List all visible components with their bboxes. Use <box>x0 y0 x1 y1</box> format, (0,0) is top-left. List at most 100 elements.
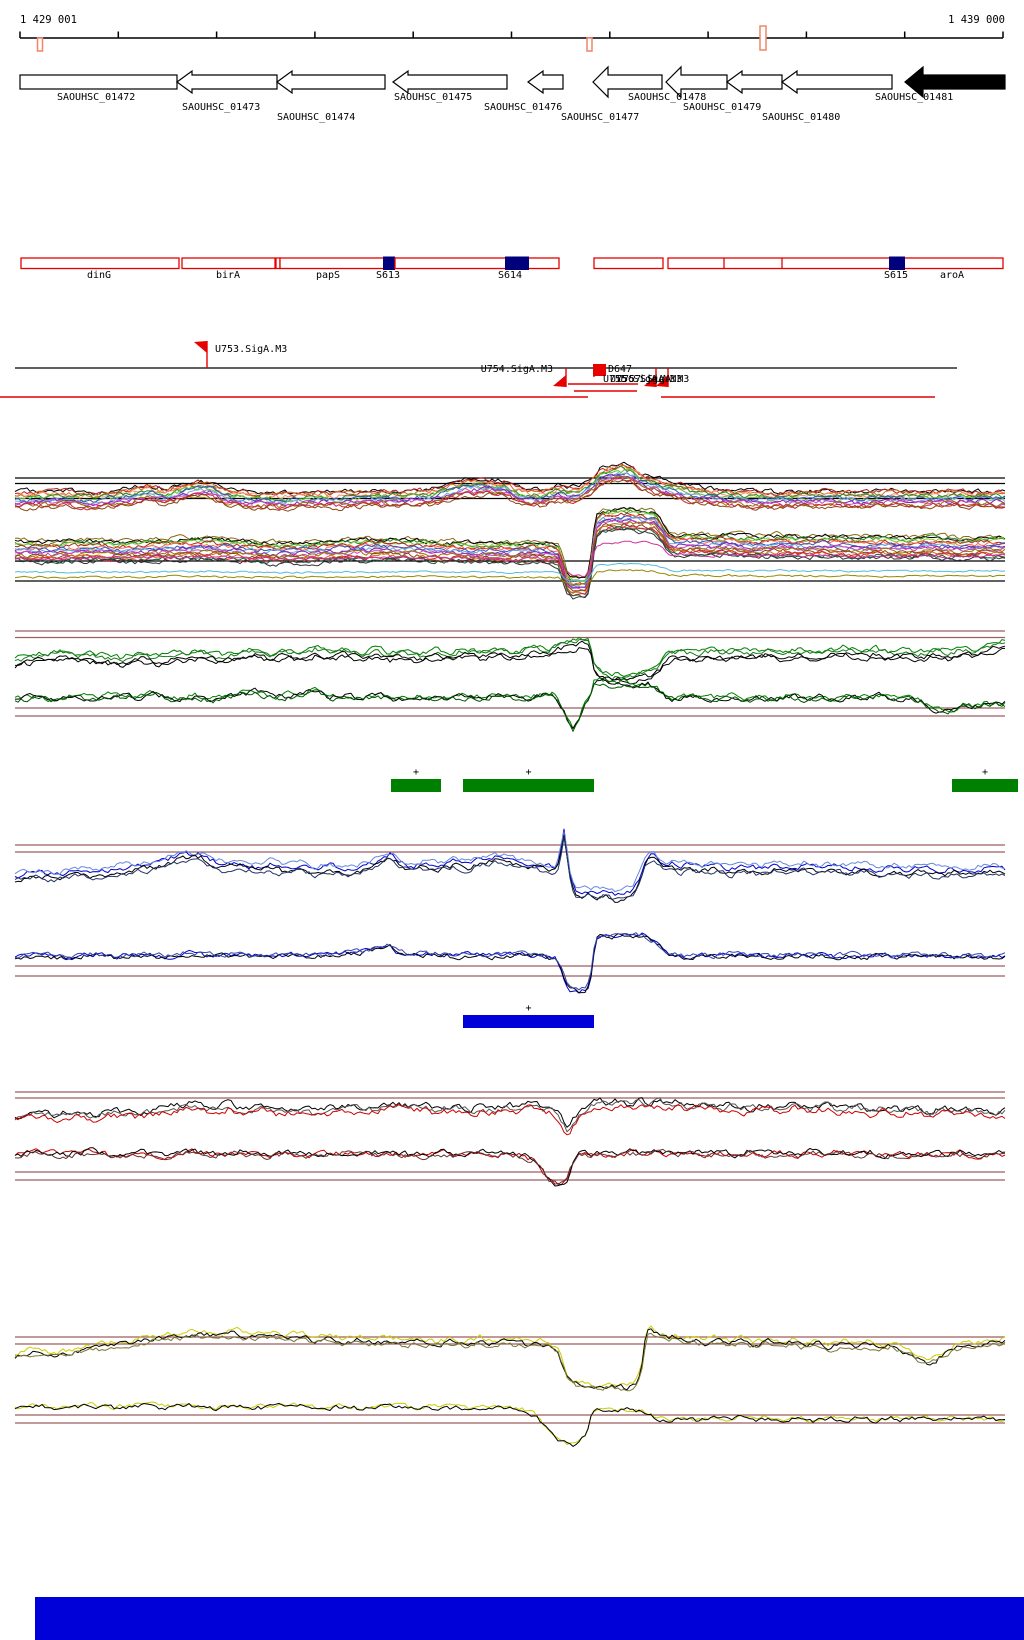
flag-U757-label: U757.SigA.M3 <box>617 374 689 385</box>
annotation-papS-box[interactable] <box>279 257 396 270</box>
signal-line <box>14 932 1006 991</box>
signal-track-blue-coverage <box>14 828 1006 994</box>
gene-arrow-SAOUHSC_01473[interactable] <box>175 69 278 95</box>
signal-line <box>14 515 1006 587</box>
signal-line <box>14 569 1005 586</box>
signal-line <box>14 933 1006 994</box>
signal-line <box>14 506 1006 579</box>
ruler-end-coordinate: 1 439 000 <box>948 14 1005 26</box>
signal-track-red-coverage <box>14 1091 1006 1187</box>
ruler-start-coordinate: 1 429 001 <box>20 14 77 26</box>
plus-mark: + <box>413 767 419 778</box>
signal-line <box>15 528 1006 600</box>
flag-U755-label: U755.SigA.M3 <box>603 374 675 385</box>
flag-U754-label: U754.SigA.M3 <box>481 364 553 375</box>
gene-arrow-SAOUHSC_01479[interactable] <box>725 69 783 95</box>
signal-line <box>14 683 1006 732</box>
green-site-bar-1[interactable] <box>391 779 441 792</box>
signal-line <box>14 1104 1006 1136</box>
green-site-bar-3[interactable] <box>952 779 1018 792</box>
gene-arrow-SAOUHSC_01476[interactable] <box>526 69 564 95</box>
signal-line <box>14 516 1006 588</box>
signal-track-yellow-coverage <box>14 1325 1006 1447</box>
ruler-marker-2[interactable] <box>586 37 593 52</box>
signal-line <box>14 1332 1006 1392</box>
signal-track-green-coverage <box>14 630 1006 732</box>
annotation-label-S613: S613 <box>376 270 400 281</box>
annotation-label-aroA: aroA <box>940 270 964 281</box>
signal-line <box>14 473 1006 507</box>
annotation-label-S614: S614 <box>498 270 522 281</box>
signal-line <box>14 1097 1006 1133</box>
annotation-label-papS: papS <box>316 270 340 281</box>
signal-tracks <box>14 461 1006 1447</box>
signal-track-multicolor-coverage <box>14 461 1006 600</box>
gene-label-SAOUHSC_01478: SAOUHSC_01478 <box>628 92 706 103</box>
primer-flag-track: U753.SigA.M3 U754.SigA.M3 D647U755.SigA.M3… <box>0 341 957 398</box>
annotation-aroA-box[interactable] <box>667 257 1004 270</box>
gene-arrow-SAOUHSC_01474[interactable] <box>275 69 386 95</box>
signal-line <box>14 1148 1006 1185</box>
signal-line <box>14 639 1006 681</box>
annotation-S614-box[interactable] <box>394 257 560 270</box>
signal-line <box>14 464 1006 499</box>
signal-line <box>14 677 1006 729</box>
gene-label-SAOUHSC_01473: SAOUHSC_01473 <box>182 102 260 113</box>
ruler-marker-3[interactable] <box>759 25 767 51</box>
flag-U756-icon[interactable] <box>656 375 668 387</box>
signal-line <box>14 1325 1006 1388</box>
blue-site-bar-1[interactable] <box>463 1015 594 1028</box>
gene-label-SAOUHSC_01474: SAOUHSC_01474 <box>277 112 355 123</box>
plus-mark: + <box>982 767 988 778</box>
flag-U755-icon[interactable] <box>644 375 656 387</box>
ruler-marker-1[interactable] <box>36 37 44 52</box>
annotation-box-6[interactable] <box>593 257 664 270</box>
annotation-segment[interactable] <box>505 256 529 271</box>
gene-label-SAOUHSC_01475: SAOUHSC_01475 <box>394 92 472 103</box>
flag-U753-label: U753.SigA.M3 <box>215 344 287 355</box>
green-site-bar-2[interactable] <box>463 779 594 792</box>
gene-arrow-SAOUHSC_01475[interactable] <box>391 69 508 95</box>
signal-line <box>14 509 1006 583</box>
signal-line <box>14 523 1006 592</box>
annotation-dinG-box[interactable] <box>20 257 180 270</box>
flag-D647-icon[interactable] <box>593 364 606 376</box>
gene-arrow-SAOUHSC_01472[interactable] <box>19 74 178 90</box>
footer-selection-bar[interactable] <box>35 1597 1024 1640</box>
gene-arrow-SAOUHSC_01480[interactable] <box>780 69 893 95</box>
feature-bar-track: + + + + <box>391 767 1018 1028</box>
gene-label-SAOUHSC_01472: SAOUHSC_01472 <box>57 92 135 103</box>
signal-line <box>14 463 1006 497</box>
signal-line <box>14 526 1006 598</box>
ruler-track <box>19 25 1004 52</box>
signal-line <box>14 932 1006 994</box>
annotation-track: dinG birA papS S613 S614 S615 aroA <box>20 256 1004 281</box>
signal-line <box>14 1401 1006 1445</box>
signal-line <box>14 514 1006 586</box>
annotation-segment[interactable] <box>889 256 905 271</box>
signal-line <box>14 831 1006 893</box>
annotation-segment[interactable] <box>383 256 395 271</box>
annotation-label-dinG: dinG <box>87 270 111 281</box>
flag-U753-icon[interactable] <box>194 341 207 353</box>
annotation-birA-box[interactable] <box>181 257 276 270</box>
signal-line <box>14 834 1006 903</box>
gene-label-SAOUHSC_01476: SAOUHSC_01476 <box>484 102 562 113</box>
signal-line <box>14 562 1006 583</box>
gene-label-SAOUHSC_01477: SAOUHSC_01477 <box>561 112 639 123</box>
gene-arrow-SAOUHSC_01481[interactable] <box>904 65 1006 99</box>
footer-region <box>35 1597 1024 1640</box>
signal-line <box>14 472 1006 503</box>
signal-line <box>14 509 1006 582</box>
signal-line <box>15 640 1006 683</box>
signal-line <box>14 519 1006 591</box>
gene-arrow-SAOUHSC_01477[interactable] <box>592 65 663 99</box>
plus-mark: + <box>525 767 531 778</box>
flag-U754-icon[interactable] <box>553 375 566 387</box>
plus-mark: + <box>525 1003 531 1014</box>
signal-line <box>14 1402 1006 1447</box>
signal-line <box>14 836 1006 900</box>
gene-label-SAOUHSC_01479: SAOUHSC_01479 <box>683 102 761 113</box>
